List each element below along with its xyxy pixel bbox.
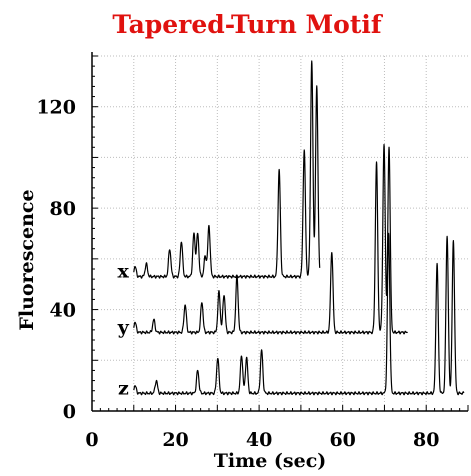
x-axis-label: Time (sec) (214, 450, 327, 472)
y-axis-label: Fluorescence (16, 189, 38, 330)
x-tick-label: 0 (85, 429, 98, 451)
trace-x (133, 60, 321, 279)
x-tick-label: 20 (162, 429, 188, 451)
trace-z (133, 232, 465, 396)
y-tick-label: 0 (63, 401, 76, 423)
chart-title: Tapered-Turn Motif (112, 10, 384, 39)
trace-y (133, 143, 408, 335)
x-tick-label: 40 (246, 429, 272, 451)
plot-area: 0 20 40 60 80 0 40 80 120 x y z (36, 52, 469, 451)
trace-label-y: y (117, 316, 130, 338)
y-tick-label: 120 (36, 97, 76, 119)
trace-label-z: z (118, 377, 129, 399)
y-tick-label: 40 (50, 300, 76, 322)
x-tick-label: 80 (413, 429, 439, 451)
y-tick-label: 80 (50, 198, 76, 220)
x-tick-label: 60 (329, 429, 355, 451)
trace-label-x: x (117, 261, 129, 283)
